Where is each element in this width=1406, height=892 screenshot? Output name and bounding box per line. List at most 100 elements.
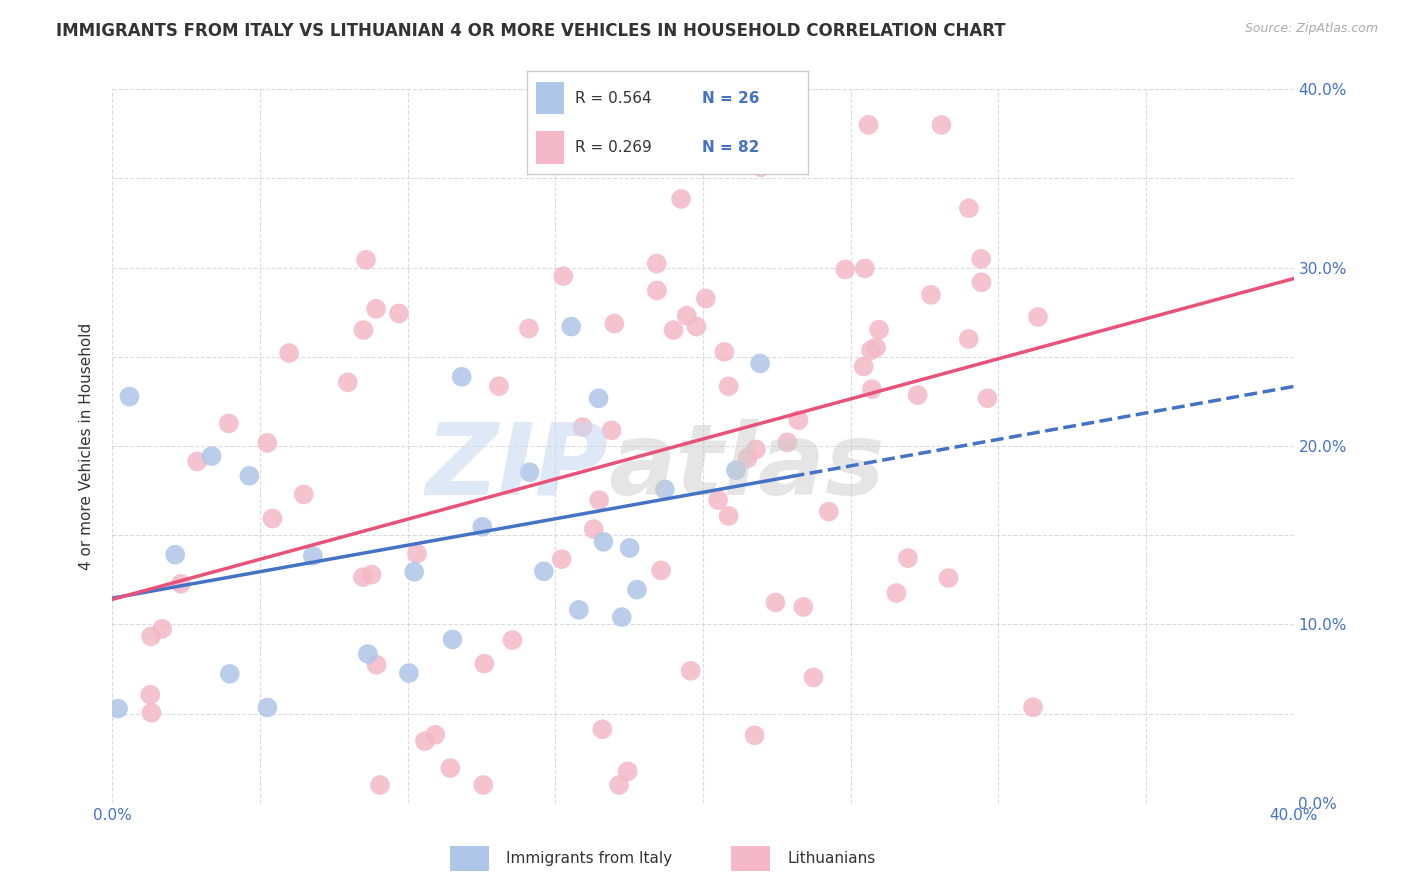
Point	[568, 603, 591, 617]
Point	[616, 764, 638, 779]
Point	[357, 647, 380, 661]
Point	[724, 463, 747, 477]
Point	[610, 610, 633, 624]
Point	[685, 319, 707, 334]
Text: IMMIGRANTS FROM ITALY VS LITHUANIAN 4 OR MORE VEHICLES IN HOUSEHOLD CORRELATION : IMMIGRANTS FROM ITALY VS LITHUANIAN 4 OR…	[56, 22, 1005, 40]
Point	[957, 332, 980, 346]
Point	[713, 344, 735, 359]
Point	[931, 118, 953, 132]
FancyBboxPatch shape	[536, 82, 564, 114]
Point	[186, 454, 208, 468]
Point	[398, 666, 420, 681]
Point	[776, 435, 799, 450]
Point	[976, 391, 998, 405]
Point	[938, 571, 960, 585]
Point	[591, 723, 613, 737]
Point	[256, 436, 278, 450]
Point	[471, 520, 494, 534]
Point	[262, 511, 284, 525]
Point	[654, 483, 676, 497]
Point	[352, 323, 374, 337]
Point	[600, 424, 623, 438]
Point	[865, 341, 887, 355]
Point	[675, 309, 697, 323]
Text: Immigrants from Italy: Immigrants from Italy	[506, 851, 672, 866]
Point	[441, 632, 464, 647]
Point	[425, 728, 447, 742]
Point	[817, 505, 839, 519]
Point	[218, 666, 240, 681]
Point	[859, 343, 882, 358]
Point	[292, 487, 315, 501]
Point	[553, 269, 575, 284]
Point	[406, 547, 429, 561]
Point	[588, 493, 610, 508]
Point	[619, 541, 641, 555]
Point	[907, 388, 929, 402]
Text: R = 0.269: R = 0.269	[575, 140, 652, 155]
Point	[803, 670, 825, 684]
Point	[920, 287, 942, 301]
Text: ZIP: ZIP	[426, 419, 609, 516]
Point	[139, 629, 162, 643]
Text: Source: ZipAtlas.com: Source: ZipAtlas.com	[1244, 22, 1378, 36]
Point	[450, 369, 472, 384]
Point	[336, 376, 359, 390]
Point	[170, 576, 193, 591]
Point	[834, 262, 856, 277]
Point	[1022, 700, 1045, 714]
Point	[745, 442, 768, 457]
Y-axis label: 4 or more Vehicles in Household: 4 or more Vehicles in Household	[79, 322, 94, 570]
Point	[588, 392, 610, 406]
Point	[737, 451, 759, 466]
Point	[669, 192, 692, 206]
Text: N = 82: N = 82	[702, 140, 759, 155]
Point	[551, 552, 574, 566]
Point	[957, 201, 980, 215]
Point	[792, 599, 814, 614]
Point	[582, 522, 605, 536]
Point	[679, 664, 702, 678]
Point	[853, 261, 876, 276]
Point	[852, 359, 875, 374]
Text: atlas: atlas	[609, 419, 884, 516]
Point	[439, 761, 461, 775]
Point	[744, 728, 766, 742]
Point	[388, 306, 411, 320]
Point	[107, 701, 129, 715]
Point	[352, 570, 374, 584]
Point	[603, 317, 626, 331]
Point	[970, 252, 993, 266]
Point	[519, 465, 541, 479]
Point	[787, 413, 810, 427]
Point	[1026, 310, 1049, 324]
Point	[501, 633, 523, 648]
Point	[749, 356, 772, 370]
Point	[897, 551, 920, 566]
Point	[970, 275, 993, 289]
Point	[749, 160, 772, 174]
Point	[626, 582, 648, 597]
Point	[150, 622, 173, 636]
Point	[533, 564, 555, 578]
Point	[118, 390, 141, 404]
Text: N = 26: N = 26	[702, 90, 759, 105]
Point	[517, 321, 540, 335]
FancyBboxPatch shape	[450, 847, 489, 871]
Point	[200, 449, 222, 463]
Point	[645, 257, 668, 271]
Point	[413, 734, 436, 748]
Point	[717, 508, 740, 523]
Point	[354, 252, 377, 267]
Point	[278, 346, 301, 360]
Point	[218, 417, 240, 431]
Point	[366, 657, 388, 672]
Point	[238, 469, 260, 483]
Point	[571, 420, 593, 434]
Point	[780, 118, 803, 132]
Point	[650, 563, 672, 577]
FancyBboxPatch shape	[731, 847, 770, 871]
Point	[360, 567, 382, 582]
Point	[662, 323, 685, 337]
Point	[368, 778, 391, 792]
